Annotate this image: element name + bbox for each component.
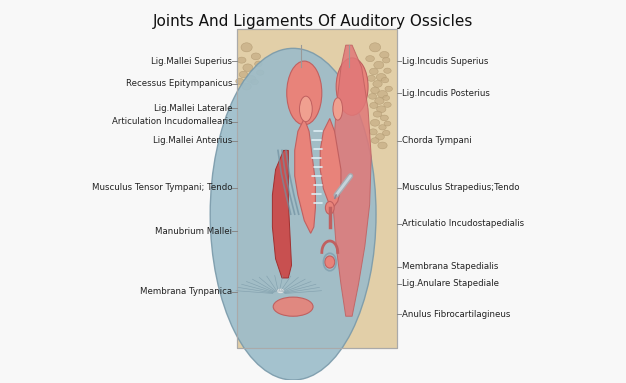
Ellipse shape (384, 121, 391, 126)
Ellipse shape (379, 125, 386, 130)
Ellipse shape (251, 53, 260, 60)
Ellipse shape (336, 58, 368, 115)
Text: Manubrium Mallei: Manubrium Mallei (155, 227, 232, 236)
Ellipse shape (385, 86, 393, 92)
Ellipse shape (380, 51, 389, 58)
Ellipse shape (325, 256, 335, 268)
Ellipse shape (242, 83, 251, 90)
Text: Lig.Incudis Posterius: Lig.Incudis Posterius (402, 89, 490, 98)
Ellipse shape (384, 68, 391, 74)
Text: Lig.Mallei Laterale: Lig.Mallei Laterale (154, 104, 232, 113)
Bar (237, 29, 397, 348)
Text: Anulus Fibrocartilagineus: Anulus Fibrocartilagineus (402, 310, 510, 319)
Ellipse shape (366, 56, 374, 62)
Ellipse shape (381, 77, 389, 83)
Ellipse shape (369, 129, 377, 135)
Ellipse shape (376, 134, 384, 140)
Ellipse shape (373, 80, 382, 87)
Ellipse shape (371, 138, 379, 143)
Ellipse shape (239, 71, 248, 78)
Ellipse shape (326, 201, 334, 214)
Ellipse shape (210, 48, 376, 380)
Ellipse shape (383, 95, 389, 100)
Text: Lig.Mallei Superius: Lig.Mallei Superius (151, 57, 232, 66)
Text: Articulation Incudomallearis: Articulation Incudomallearis (111, 117, 232, 126)
Polygon shape (333, 45, 371, 316)
Ellipse shape (381, 115, 388, 121)
Text: Articulatio Incudostapedialis: Articulatio Incudostapedialis (402, 219, 524, 228)
Ellipse shape (287, 61, 322, 125)
Text: Membrana Stapedialis: Membrana Stapedialis (402, 262, 498, 272)
Ellipse shape (257, 70, 264, 75)
Ellipse shape (377, 90, 387, 98)
Ellipse shape (236, 78, 244, 84)
Ellipse shape (375, 98, 384, 104)
Ellipse shape (369, 43, 381, 52)
Text: Lig.Mallei Anterius: Lig.Mallei Anterius (153, 136, 232, 145)
Text: Joints And Ligaments Of Auditory Ossicles: Joints And Ligaments Of Auditory Ossicle… (153, 14, 473, 29)
Ellipse shape (369, 93, 377, 99)
Bar (237, 29, 397, 348)
Ellipse shape (255, 61, 262, 67)
Ellipse shape (277, 289, 284, 293)
Ellipse shape (251, 79, 259, 85)
Text: Lig.Anulare Stapediale: Lig.Anulare Stapediale (402, 280, 499, 288)
Ellipse shape (243, 64, 253, 72)
Text: Musculus Strapedius;Tendo: Musculus Strapedius;Tendo (402, 183, 519, 192)
Ellipse shape (376, 74, 386, 81)
Ellipse shape (241, 43, 252, 52)
Ellipse shape (382, 130, 390, 136)
Ellipse shape (373, 111, 382, 117)
Polygon shape (272, 151, 292, 278)
Ellipse shape (374, 61, 384, 69)
Ellipse shape (369, 68, 378, 75)
Text: Recessus Epitympanicus: Recessus Epitympanicus (126, 79, 232, 88)
Ellipse shape (371, 87, 379, 93)
Ellipse shape (333, 98, 342, 120)
Polygon shape (295, 118, 316, 233)
Text: Lig.Incudis Superius: Lig.Incudis Superius (402, 57, 488, 66)
Ellipse shape (246, 75, 256, 83)
Text: Musculus Tensor Tympani; Tendo: Musculus Tensor Tympani; Tendo (92, 183, 232, 192)
Ellipse shape (367, 75, 376, 81)
Ellipse shape (384, 102, 391, 107)
Ellipse shape (382, 57, 390, 63)
Ellipse shape (299, 96, 312, 122)
Polygon shape (321, 118, 341, 208)
Text: Chorda Tympani: Chorda Tympani (402, 136, 471, 145)
Ellipse shape (237, 57, 246, 63)
Ellipse shape (371, 119, 380, 126)
Text: Membrana Tynpanica: Membrana Tynpanica (140, 287, 232, 296)
Ellipse shape (377, 106, 386, 113)
Ellipse shape (378, 142, 387, 149)
Ellipse shape (273, 297, 313, 316)
Ellipse shape (370, 102, 378, 108)
